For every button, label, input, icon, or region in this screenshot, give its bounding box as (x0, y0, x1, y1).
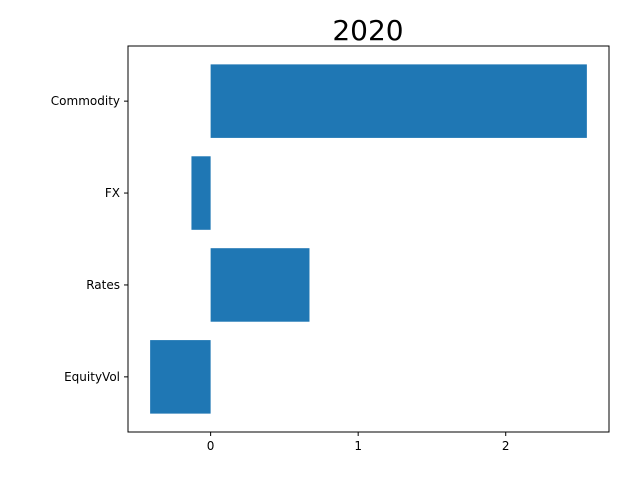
y-axis: EquityVol Rates FX Commodity (51, 94, 128, 384)
plot-area-frame (127, 45, 610, 433)
y-tick-label: Rates (86, 278, 120, 292)
y-tick-label: FX (105, 186, 120, 200)
x-axis: 0 1 2 (207, 432, 510, 453)
bars-layer (150, 64, 587, 414)
x-tick-label: 1 (354, 439, 362, 453)
y-tick-label: Commodity (51, 94, 120, 108)
chart-title: 2020 (332, 14, 403, 47)
x-tick-label: 0 (207, 439, 215, 453)
bar-rates (210, 248, 310, 322)
bar-fx (191, 156, 211, 230)
bar-equityvol (150, 340, 211, 414)
x-tick-label: 2 (502, 439, 510, 453)
y-tick-label: EquityVol (64, 370, 120, 384)
bar-commodity (210, 64, 587, 138)
